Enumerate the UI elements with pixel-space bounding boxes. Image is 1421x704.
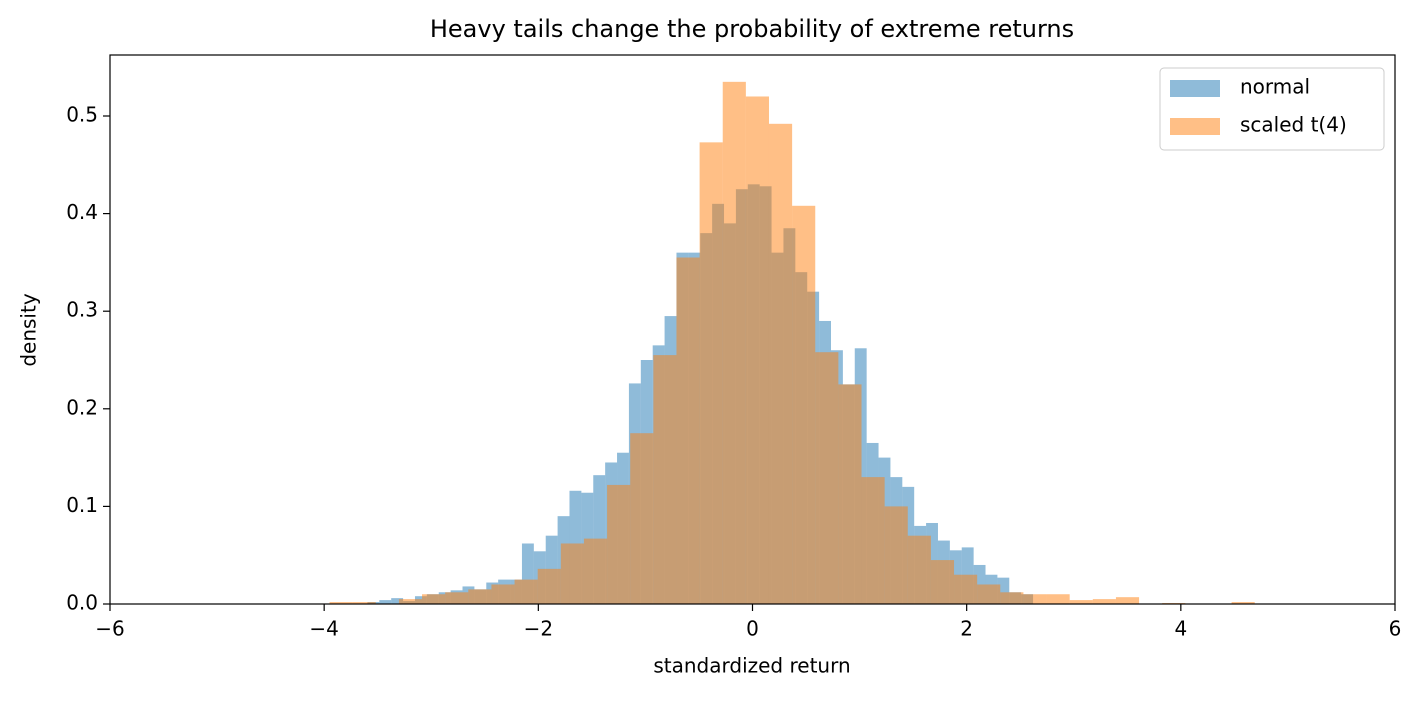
histogram-bar xyxy=(1115,597,1140,604)
histogram-bar xyxy=(514,579,538,604)
x-tick-label: 4 xyxy=(1174,617,1187,641)
histogram-bar xyxy=(1231,602,1255,604)
histogram-bar xyxy=(722,81,746,605)
histogram-bar xyxy=(745,96,769,604)
histogram-bar xyxy=(398,599,423,604)
histogram-bar xyxy=(653,355,677,604)
legend-swatch xyxy=(1170,118,1220,135)
histogram-bar xyxy=(391,598,404,604)
histogram-bar xyxy=(997,577,1010,604)
histogram-bar xyxy=(491,584,515,604)
y-tick-label: 0.1 xyxy=(66,493,98,517)
x-tick-label: −6 xyxy=(95,617,124,641)
histogram-bar xyxy=(977,584,1001,604)
y-tick-label: 0.5 xyxy=(66,103,98,127)
histogram-bar xyxy=(838,384,862,604)
chart-title: Heavy tails change the probability of ex… xyxy=(430,15,1074,43)
histogram-bar xyxy=(521,543,534,604)
x-tick-label: 2 xyxy=(960,617,973,641)
histogram-bar xyxy=(560,543,584,604)
y-tick-label: 0.4 xyxy=(66,200,98,224)
histogram-bar xyxy=(884,506,908,604)
histogram-bar xyxy=(792,205,816,605)
x-tick-label: 6 xyxy=(1389,617,1402,641)
histogram-bar xyxy=(379,600,392,604)
x-tick-label: 0 xyxy=(746,617,759,641)
histogram-bar xyxy=(630,433,654,604)
y-axis-label: density xyxy=(17,293,41,366)
histogram-bar xyxy=(607,484,631,604)
histogram-bar xyxy=(1092,599,1116,604)
x-axis-label: standardized return xyxy=(653,654,850,678)
y-tick-label: 0.0 xyxy=(66,591,98,615)
histogram-bar xyxy=(861,477,885,604)
histogram-bar xyxy=(1069,600,1093,604)
histogram-bar xyxy=(676,257,700,604)
histogram-bar xyxy=(930,560,955,604)
histogram-bar xyxy=(329,602,353,604)
histogram-bar xyxy=(445,592,469,604)
histogram-bar xyxy=(907,535,931,604)
histogram-bar xyxy=(1000,592,1024,604)
histogram-bar xyxy=(583,538,608,604)
histogram-bar xyxy=(1023,594,1047,604)
x-tick-label: −4 xyxy=(309,617,338,641)
legend-label: scaled t(4) xyxy=(1240,113,1347,137)
histogram-bar xyxy=(537,568,561,604)
histogram-bar xyxy=(699,142,723,605)
y-tick-label: 0.2 xyxy=(66,395,98,419)
legend-swatch xyxy=(1170,80,1220,97)
x-tick-label: −2 xyxy=(524,617,553,641)
histogram-bar xyxy=(422,594,446,604)
legend-label: normal xyxy=(1240,75,1310,99)
histogram-bar xyxy=(815,352,839,604)
y-tick-label: 0.3 xyxy=(66,298,98,322)
histogram-bar xyxy=(768,123,793,605)
histogram-bar xyxy=(468,589,492,604)
histogram-bar xyxy=(954,574,978,604)
histogram-bar xyxy=(352,602,376,604)
histogram-bar xyxy=(1046,594,1070,604)
